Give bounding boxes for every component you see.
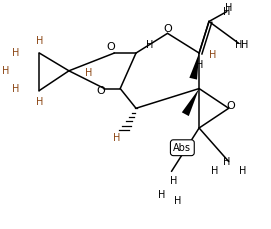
Text: H: H <box>239 166 246 176</box>
Text: O: O <box>226 101 235 111</box>
Text: H: H <box>36 97 43 107</box>
Text: H: H <box>223 7 230 17</box>
Text: H: H <box>196 60 204 70</box>
Text: H: H <box>223 157 230 166</box>
Text: H: H <box>12 48 19 58</box>
Polygon shape <box>182 89 199 116</box>
Text: H: H <box>112 133 120 143</box>
Text: H: H <box>146 40 153 50</box>
Text: H: H <box>211 166 219 176</box>
Text: O: O <box>163 24 172 34</box>
Polygon shape <box>189 53 199 80</box>
Text: H: H <box>158 190 165 200</box>
Text: H: H <box>170 176 177 186</box>
Text: H: H <box>2 66 9 76</box>
Text: H: H <box>209 50 217 60</box>
Text: H: H <box>225 3 233 13</box>
Text: H: H <box>241 40 248 50</box>
Text: H: H <box>235 40 242 50</box>
Text: Abs: Abs <box>173 143 191 153</box>
Text: O: O <box>106 42 115 52</box>
Text: H: H <box>85 68 92 78</box>
Text: H: H <box>12 84 19 94</box>
Text: H: H <box>36 36 43 46</box>
Text: H: H <box>174 196 181 206</box>
Text: O: O <box>96 85 105 95</box>
